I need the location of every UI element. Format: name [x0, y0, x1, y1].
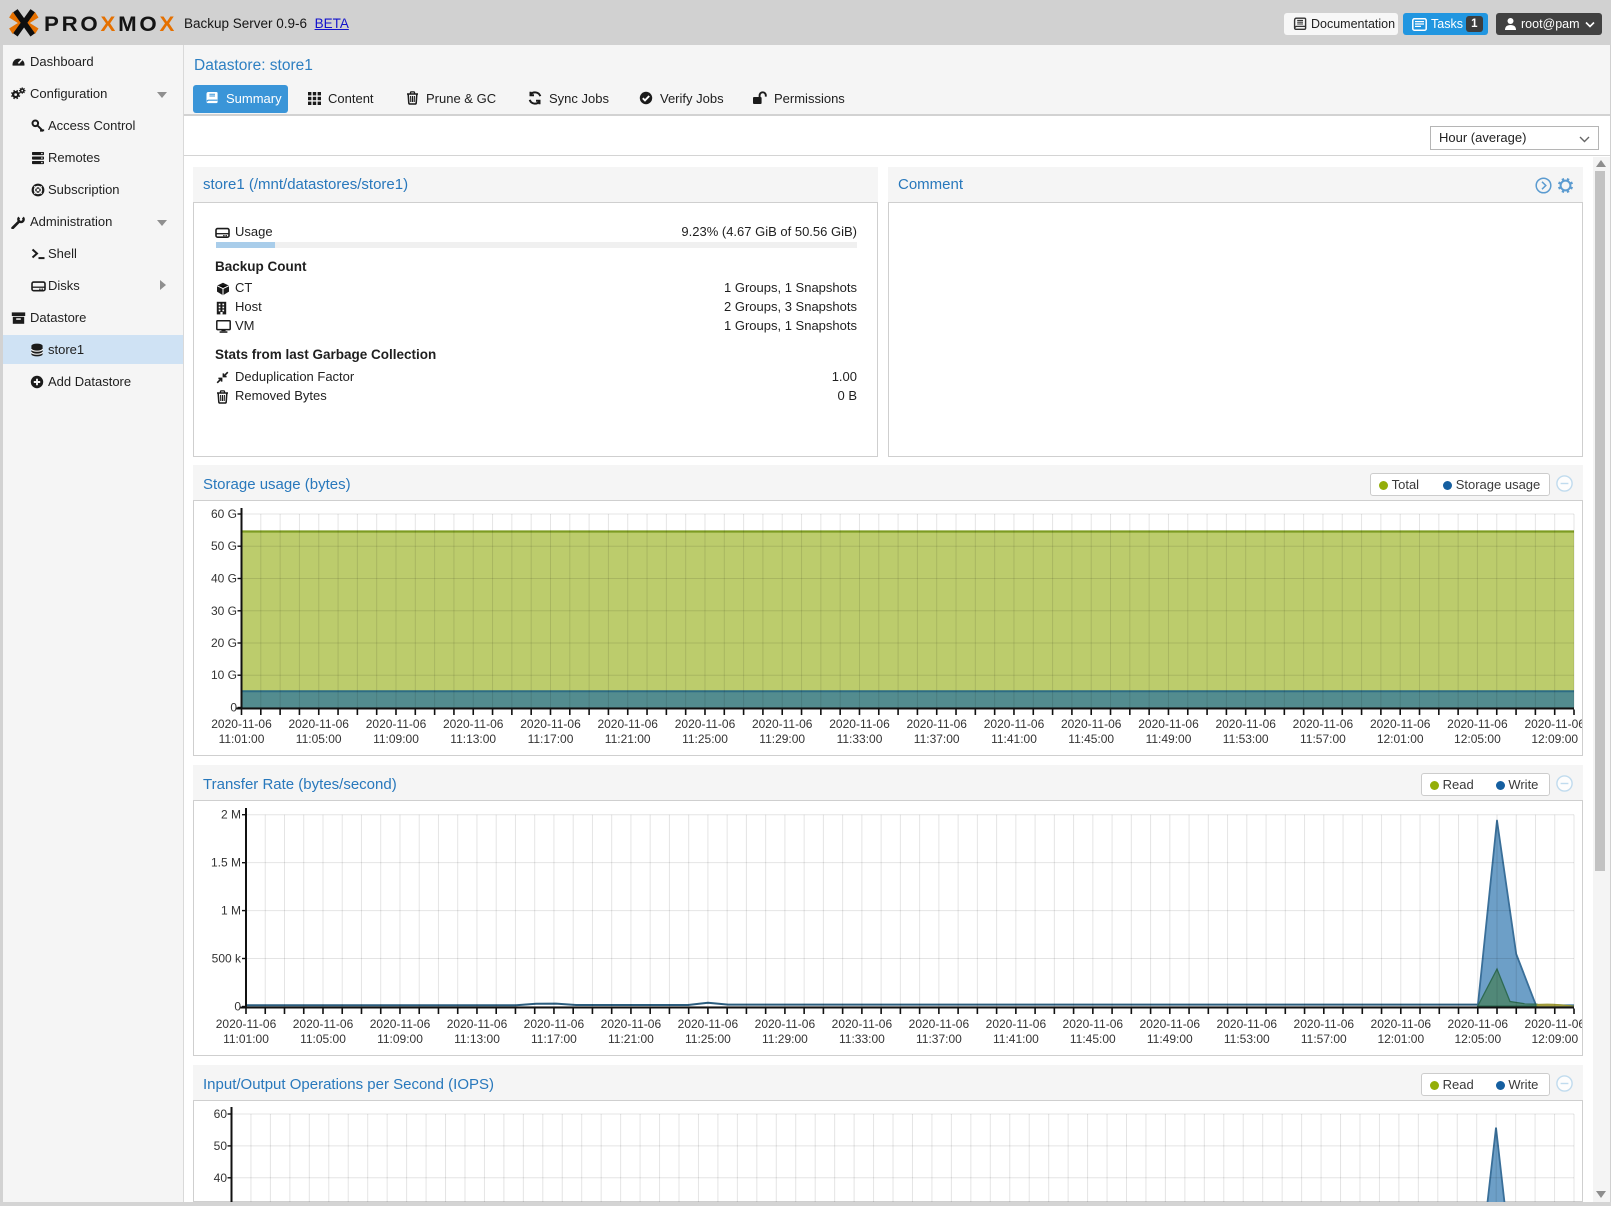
svg-text:2020-11-06: 2020-11-06: [752, 717, 813, 731]
svg-text:2020-11-06: 2020-11-06: [524, 1017, 585, 1031]
svg-text:2020-11-06: 2020-11-06: [597, 717, 658, 731]
svg-text:11:49:00: 11:49:00: [1146, 732, 1192, 746]
svg-text:11:29:00: 11:29:00: [759, 732, 805, 746]
svg-text:2020-11-06: 2020-11-06: [443, 717, 504, 731]
svg-text:2 M: 2 M: [221, 808, 241, 822]
svg-text:11:53:00: 11:53:00: [1223, 732, 1269, 746]
svg-text:2020-11-06: 2020-11-06: [678, 1017, 739, 1031]
svg-text:2020-11-06: 2020-11-06: [909, 1017, 970, 1031]
svg-text:11:13:00: 11:13:00: [454, 1032, 500, 1046]
svg-text:12:01:00: 12:01:00: [1377, 1032, 1424, 1046]
svg-text:2020-11-06: 2020-11-06: [1061, 717, 1122, 731]
svg-text:11:57:00: 11:57:00: [1300, 732, 1346, 746]
svg-text:2020-11-06: 2020-11-06: [211, 717, 272, 731]
svg-text:11:49:00: 11:49:00: [1147, 1032, 1193, 1046]
svg-text:11:25:00: 11:25:00: [682, 732, 728, 746]
svg-text:11:13:00: 11:13:00: [450, 732, 496, 746]
svg-text:1 M: 1 M: [221, 904, 241, 918]
svg-text:40 G: 40 G: [211, 572, 237, 586]
svg-text:50 G: 50 G: [211, 539, 237, 553]
svg-text:2020-11-06: 2020-11-06: [1370, 717, 1431, 731]
svg-text:2020-11-06: 2020-11-06: [986, 1017, 1047, 1031]
svg-text:11:45:00: 11:45:00: [1070, 1032, 1116, 1046]
svg-text:2020-11-06: 2020-11-06: [675, 717, 736, 731]
svg-text:11:01:00: 11:01:00: [219, 732, 265, 746]
svg-text:2020-11-06: 2020-11-06: [520, 717, 581, 731]
svg-text:60 G: 60 G: [211, 507, 237, 521]
svg-text:2020-11-06: 2020-11-06: [1448, 1017, 1509, 1031]
svg-text:2020-11-06: 2020-11-06: [1525, 1017, 1582, 1031]
svg-text:11:09:00: 11:09:00: [373, 732, 419, 746]
svg-text:11:17:00: 11:17:00: [531, 1032, 577, 1046]
svg-text:2020-11-06: 2020-11-06: [906, 717, 967, 731]
svg-text:2020-11-06: 2020-11-06: [1063, 1017, 1124, 1031]
svg-text:2020-11-06: 2020-11-06: [755, 1017, 816, 1031]
svg-text:11:29:00: 11:29:00: [762, 1032, 808, 1046]
svg-text:2020-11-06: 2020-11-06: [288, 717, 349, 731]
svg-text:500 k: 500 k: [212, 952, 242, 966]
svg-text:11:57:00: 11:57:00: [1301, 1032, 1347, 1046]
svg-text:0: 0: [230, 701, 237, 715]
svg-text:11:33:00: 11:33:00: [837, 732, 883, 746]
svg-text:2020-11-06: 2020-11-06: [829, 717, 890, 731]
svg-text:10 G: 10 G: [211, 668, 237, 682]
svg-text:2020-11-06: 2020-11-06: [984, 717, 1045, 731]
svg-text:50: 50: [214, 1139, 228, 1153]
svg-text:12:05:00: 12:05:00: [1454, 732, 1501, 746]
svg-text:11:37:00: 11:37:00: [914, 732, 960, 746]
svg-text:11:53:00: 11:53:00: [1224, 1032, 1270, 1046]
svg-text:2020-11-06: 2020-11-06: [1217, 1017, 1278, 1031]
svg-text:2020-11-06: 2020-11-06: [370, 1017, 431, 1031]
svg-text:30 G: 30 G: [211, 604, 237, 618]
svg-text:2020-11-06: 2020-11-06: [366, 717, 427, 731]
svg-text:2020-11-06: 2020-11-06: [1294, 1017, 1355, 1031]
svg-text:11:33:00: 11:33:00: [839, 1032, 885, 1046]
svg-text:11:05:00: 11:05:00: [296, 732, 342, 746]
svg-text:12:09:00: 12:09:00: [1531, 732, 1578, 746]
svg-text:0: 0: [234, 1000, 241, 1014]
svg-text:2020-11-06: 2020-11-06: [216, 1017, 277, 1031]
svg-text:11:37:00: 11:37:00: [916, 1032, 962, 1046]
svg-text:11:45:00: 11:45:00: [1068, 732, 1114, 746]
svg-text:20 G: 20 G: [211, 636, 237, 650]
svg-text:2020-11-06: 2020-11-06: [1138, 717, 1199, 731]
svg-text:12:01:00: 12:01:00: [1377, 732, 1424, 746]
svg-text:2020-11-06: 2020-11-06: [1447, 717, 1508, 731]
svg-text:11:21:00: 11:21:00: [608, 1032, 654, 1046]
svg-text:11:41:00: 11:41:00: [993, 1032, 1039, 1046]
svg-text:2020-11-06: 2020-11-06: [447, 1017, 508, 1031]
svg-text:2020-11-06: 2020-11-06: [1371, 1017, 1432, 1031]
svg-text:2020-11-06: 2020-11-06: [1140, 1017, 1201, 1031]
svg-text:2020-11-06: 2020-11-06: [1215, 717, 1276, 731]
svg-text:11:05:00: 11:05:00: [300, 1032, 346, 1046]
svg-text:60: 60: [214, 1107, 228, 1121]
svg-text:2020-11-06: 2020-11-06: [1293, 717, 1354, 731]
svg-text:2020-11-06: 2020-11-06: [601, 1017, 662, 1031]
svg-text:11:25:00: 11:25:00: [685, 1032, 731, 1046]
svg-text:11:17:00: 11:17:00: [528, 732, 574, 746]
svg-text:2020-11-06: 2020-11-06: [1524, 717, 1582, 731]
svg-text:2020-11-06: 2020-11-06: [293, 1017, 354, 1031]
svg-text:1.5 M: 1.5 M: [211, 856, 241, 870]
svg-text:11:01:00: 11:01:00: [223, 1032, 269, 1046]
svg-text:2020-11-06: 2020-11-06: [832, 1017, 893, 1031]
svg-text:11:09:00: 11:09:00: [377, 1032, 423, 1046]
svg-text:40: 40: [214, 1171, 228, 1185]
svg-text:12:05:00: 12:05:00: [1454, 1032, 1501, 1046]
svg-text:11:41:00: 11:41:00: [991, 732, 1037, 746]
svg-text:11:21:00: 11:21:00: [605, 732, 651, 746]
svg-text:12:09:00: 12:09:00: [1531, 1032, 1578, 1046]
